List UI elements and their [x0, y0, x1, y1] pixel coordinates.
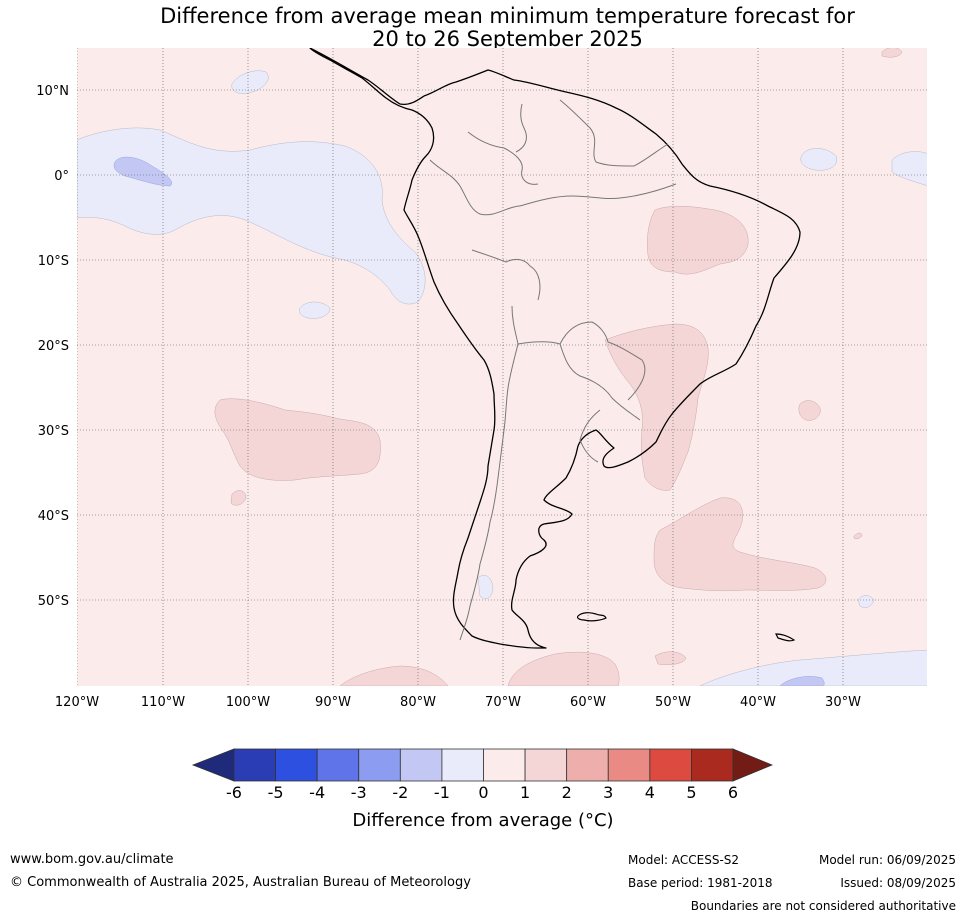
cool-region-atlantic-2 — [891, 151, 927, 186]
warm-region-small-3 — [654, 651, 687, 665]
longitude-label: 30°W — [825, 695, 861, 710]
latitude-label: 10°S — [38, 254, 69, 269]
copyright-notice: © Commonwealth of Australia 2025, Austra… — [10, 875, 471, 890]
longitude-label: 100°W — [226, 695, 270, 710]
latitude-labels: 10°N 0° 10°S 20°S 30°S 40°S 50°S — [36, 84, 69, 609]
warm-region-pacific-south — [214, 398, 381, 481]
cool-region-small-2 — [299, 301, 331, 319]
colorbar-extend-low — [191, 748, 235, 782]
latitude-label: 0° — [54, 169, 69, 184]
colorbar-segment — [275, 748, 318, 782]
warm-region-south-2 — [507, 651, 620, 686]
warm-region-small-2 — [798, 400, 821, 421]
background-anomaly-field — [77, 48, 927, 686]
base-period: Base period: 1981-2018 — [628, 876, 773, 890]
cool-region-small-3 — [857, 595, 875, 608]
cool-region-equatorial-pacific — [77, 127, 426, 305]
colorbar-segment — [607, 748, 651, 782]
graticule — [77, 48, 927, 686]
colorbar-tick-label: -2 — [392, 783, 409, 802]
colorbar-segment — [441, 748, 484, 782]
warm-region-south-1 — [339, 665, 449, 686]
colorbar-segment — [233, 748, 276, 782]
colorbar-tick-label: -1 — [433, 783, 450, 802]
colorbar-tick-label: 6 — [727, 783, 739, 802]
colorbar-segment — [483, 748, 526, 782]
country-borders — [429, 99, 677, 641]
model-name: Model: ACCESS-S2 — [628, 853, 740, 867]
colorbar-tick-label: 3 — [603, 783, 614, 802]
warm-region-small-4 — [881, 48, 903, 58]
longitude-label: 60°W — [570, 695, 606, 710]
colorbar-tick-label: 1 — [519, 783, 531, 802]
cooler-region-atlantic — [779, 676, 825, 686]
issued-date: Issued: 08/09/2025 — [840, 876, 956, 890]
colorbar-extend-high — [732, 748, 774, 782]
colorbar — [191, 748, 774, 782]
longitude-label: 110°W — [141, 695, 185, 710]
map-title-line1: Difference from average mean minimum tem… — [160, 4, 855, 28]
warm-region-south-atlantic — [653, 497, 827, 592]
longitude-label: 40°W — [740, 695, 776, 710]
warm-region-small-1 — [230, 490, 247, 506]
latitude-label: 10°N — [36, 84, 69, 99]
colorbar-segment — [358, 748, 401, 782]
colorbar-tick-label: 2 — [561, 783, 572, 802]
cool-region-patagonia — [477, 575, 494, 599]
colorbar-tick-label: 5 — [686, 783, 697, 802]
longitude-label: 50°W — [655, 695, 691, 710]
south-america-coastline — [309, 48, 801, 649]
longitude-label: 80°W — [400, 695, 436, 710]
model-run-date: Model run: 06/09/2025 — [818, 853, 956, 867]
colorbar-tick-label: -6 — [226, 783, 242, 802]
longitude-labels: 120°W 110°W 100°W 90°W 80°W 70°W 60°W 50°W 40°W 3… — [55, 695, 861, 710]
cool-region-south-atlantic — [699, 649, 927, 686]
warm-region-brazil-south — [604, 323, 709, 491]
colorbar-segment — [566, 748, 609, 782]
colorbar-tick-label: -4 — [309, 783, 326, 802]
colorbar-tick-label: 4 — [644, 783, 655, 802]
boundaries-disclaimer: Boundaries are not considered authoritat… — [690, 899, 956, 913]
latitude-label: 30°S — [38, 424, 69, 439]
longitude-label: 90°W — [315, 695, 351, 710]
warm-region-brazil-north — [647, 206, 749, 275]
colorbar-segment — [316, 748, 360, 782]
longitude-label: 70°W — [485, 695, 521, 710]
map-title-line2: 20 to 26 September 2025 — [372, 27, 643, 51]
falkland-islands — [576, 612, 607, 622]
colorbar-segment — [649, 748, 692, 782]
colorbar-tick-label: -3 — [350, 783, 367, 802]
website-link[interactable]: www.bom.gov.au/climate — [10, 852, 174, 867]
colorbar-segment — [524, 748, 568, 782]
colorbar-tick-label: 0 — [478, 783, 489, 802]
warm-region-small-5 — [853, 532, 863, 540]
colorbar-title: Difference from average (°C) — [352, 810, 614, 831]
latitude-label: 40°S — [38, 509, 69, 524]
latitude-label: 20°S — [38, 339, 69, 354]
colorbar-segment — [399, 748, 443, 782]
colorbar-tick-label: -5 — [267, 783, 284, 802]
south-georgia — [775, 633, 796, 642]
cool-region-small-1 — [231, 70, 269, 94]
cool-region-atlantic-1 — [800, 148, 838, 171]
colorbar-segment — [691, 748, 734, 782]
longitude-label: 120°W — [55, 695, 99, 710]
cooler-region-pacific — [113, 156, 172, 187]
latitude-label: 50°S — [38, 594, 69, 609]
